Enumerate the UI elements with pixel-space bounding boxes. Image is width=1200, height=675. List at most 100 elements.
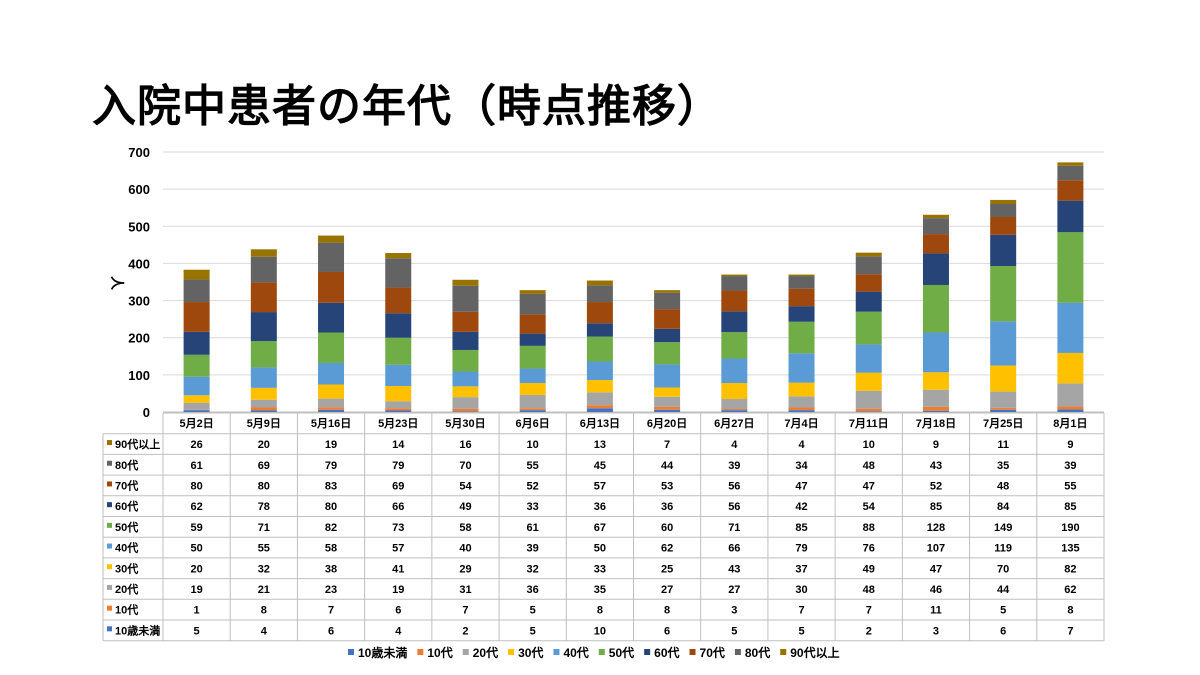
data-label: 57 [594, 480, 606, 492]
legend-label: 20代 [473, 645, 498, 660]
data-label: 36 [594, 501, 606, 513]
row-legend-key [107, 626, 112, 632]
data-label: 29 [459, 563, 471, 575]
legend-key [348, 649, 354, 655]
data-label: 80 [325, 501, 337, 513]
legend-label: 80代 [745, 645, 770, 660]
data-label: 19 [392, 584, 404, 596]
y-tick-label: 700 [128, 145, 150, 160]
bar-segment [922, 372, 949, 390]
data-label: 9 [933, 439, 939, 451]
data-label: 3 [731, 605, 737, 617]
legend-label: 60代 [654, 645, 679, 660]
bar-segment [855, 274, 882, 292]
bar-segment [855, 291, 882, 312]
data-label: 7 [866, 605, 872, 617]
row-legend-key [107, 481, 112, 487]
data-label: 5 [194, 625, 200, 637]
data-label: 33 [594, 563, 606, 575]
bar-segment [990, 321, 1017, 366]
bar-segment [654, 364, 681, 388]
data-label: 6 [664, 625, 670, 637]
bar-segment [654, 328, 681, 343]
legend: 10歳未満 10代 20代 30代 40代 50代 60代 70代 80代 90代以上 [348, 645, 840, 660]
x-tick-label: 7月11日 [849, 417, 889, 430]
y-tick-label: 100 [128, 368, 150, 383]
bar-segment [183, 410, 210, 412]
data-label: 49 [459, 501, 471, 513]
bar-segment [586, 302, 613, 324]
data-label: 6 [328, 625, 334, 637]
data-label: 13 [594, 439, 606, 451]
row-label: 20代 [115, 582, 138, 596]
data-label: 45 [594, 460, 606, 472]
data-label: 36 [661, 501, 673, 513]
bar-segment [855, 344, 882, 373]
grid-lines [163, 151, 1104, 413]
data-label: 32 [258, 563, 270, 575]
data-label: 36 [527, 584, 539, 596]
data-label: 6 [395, 605, 401, 617]
data-label: 5 [731, 625, 737, 637]
legend-label: 70代 [700, 645, 725, 660]
data-label: 47 [930, 563, 942, 575]
data-label: 8 [261, 605, 267, 617]
bar-segment [385, 337, 412, 365]
bar-segment [922, 234, 949, 254]
data-label: 30 [795, 584, 807, 596]
legend-key [780, 649, 787, 655]
data-label: 82 [325, 522, 337, 534]
data-label: 80 [190, 480, 202, 492]
row-legend-key [107, 605, 112, 611]
data-label: 55 [258, 543, 270, 555]
legend-label: 30代 [518, 645, 543, 660]
data-label: 27 [728, 584, 740, 596]
row-legend-key [107, 440, 112, 446]
data-label: 19 [190, 584, 202, 596]
bar-segment [788, 274, 815, 277]
data-label: 52 [527, 480, 539, 492]
data-label: 5 [530, 605, 536, 617]
data-label: 44 [997, 584, 1010, 596]
bar-segment [586, 392, 613, 406]
x-tick-label: 7月18日 [916, 417, 956, 430]
bar-segment [586, 280, 613, 286]
data-label: 19 [325, 439, 337, 451]
data-label: 79 [795, 543, 807, 555]
bar-segment [990, 266, 1017, 322]
bar-segment [183, 354, 210, 377]
data-label: 7 [1067, 625, 1073, 637]
data-label: 10 [863, 439, 875, 451]
bar-segment [654, 387, 681, 397]
bar-segment [1057, 406, 1084, 410]
bar-segment [1057, 383, 1084, 407]
data-label: 62 [1064, 584, 1076, 596]
data-label: 35 [997, 460, 1009, 472]
data-label: 50 [594, 543, 606, 555]
data-label: 26 [190, 439, 202, 451]
legend-key [689, 649, 696, 655]
data-label: 44 [661, 460, 674, 472]
bar-segment [250, 399, 277, 408]
data-label: 20 [258, 439, 270, 451]
data-label: 16 [459, 439, 471, 451]
bar-segment [654, 309, 681, 329]
y-tick-label: 400 [128, 256, 150, 271]
data-label: 80 [258, 480, 270, 492]
bar-segment [519, 408, 546, 411]
data-label: 62 [661, 543, 673, 555]
legend-key [417, 649, 424, 655]
bar-segment [385, 287, 412, 314]
bar-segment [385, 401, 412, 409]
data-table: 5月2日 5月9日 5月16日 5月23日 5月30日 6月6日 6月13日 6月20日 6月2… [102, 412, 1105, 642]
data-label: 10 [594, 625, 606, 637]
bar-segment [318, 362, 345, 385]
data-label: 5 [530, 625, 536, 637]
data-label: 71 [258, 522, 270, 534]
bar-segment [385, 313, 412, 338]
bar-segment [586, 285, 613, 303]
bar-segment [586, 323, 613, 337]
data-label: 10 [527, 439, 539, 451]
data-label: 43 [728, 563, 740, 575]
data-label: 54 [863, 501, 876, 513]
